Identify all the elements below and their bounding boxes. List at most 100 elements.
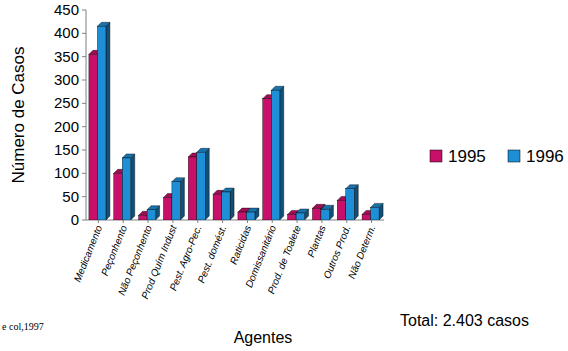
bar-front <box>271 90 280 220</box>
bar-top <box>197 148 210 152</box>
bar <box>346 185 359 220</box>
bar-side <box>354 185 358 220</box>
bar <box>246 208 258 220</box>
bar <box>147 206 160 220</box>
bar <box>197 148 210 220</box>
bar-side <box>131 154 135 220</box>
bar-front <box>222 192 231 220</box>
bars <box>89 22 383 220</box>
x-tick-label: Pest. domést. <box>195 224 228 285</box>
x-tick <box>247 220 248 223</box>
y-tick <box>82 103 86 104</box>
bar-front <box>172 182 181 220</box>
y-tick-label: 200 <box>54 118 79 135</box>
bar-front <box>246 212 255 220</box>
x-tick-label: Plantas <box>305 224 328 259</box>
y-tick <box>82 80 86 81</box>
bar-front <box>312 208 321 220</box>
bar <box>271 86 284 220</box>
y-tick <box>82 220 86 221</box>
y-tick-label: 300 <box>54 71 79 88</box>
bar <box>371 203 384 220</box>
x-tick <box>123 220 124 223</box>
x-tick <box>371 220 372 223</box>
y-tick-label: 250 <box>54 94 79 111</box>
x-tick <box>297 220 298 223</box>
bar-side <box>180 178 184 220</box>
bar-front <box>122 158 131 220</box>
bar-front <box>288 214 297 220</box>
y-tick-label: 0 <box>71 211 79 228</box>
y-tick-label: 450 <box>54 1 79 18</box>
x-tick <box>321 220 322 223</box>
chart: 050100150200250300350400450MedicamentoPe… <box>0 0 568 351</box>
y-tick-label: 150 <box>54 141 79 158</box>
bar-top <box>271 86 284 90</box>
y-tick-label: 50 <box>62 188 79 205</box>
bar-front <box>139 215 148 220</box>
bar-front <box>263 99 272 220</box>
legend-label: 1996 <box>526 147 564 166</box>
legend-label: 1995 <box>448 147 486 166</box>
bar <box>97 22 110 220</box>
bar-front <box>296 213 305 220</box>
y-tick <box>82 173 86 174</box>
x-tick-label: Raticidas <box>228 224 254 266</box>
y-tick-label: 400 <box>54 24 79 41</box>
bar-top <box>172 178 185 182</box>
bar-front <box>371 207 380 220</box>
bar-front <box>188 157 197 220</box>
y-tick <box>82 33 86 34</box>
x-tick-label: Não Determ. <box>346 224 377 281</box>
bar <box>222 188 235 220</box>
bar-front <box>97 26 106 220</box>
bar-side <box>280 86 284 220</box>
x-tick <box>346 220 347 223</box>
bar-front <box>238 212 247 220</box>
bar <box>296 209 309 220</box>
bar-top <box>222 188 235 192</box>
x-tick-label: Prod. de Toalete <box>265 223 303 295</box>
bar-top <box>97 22 110 26</box>
bar-side <box>106 22 110 220</box>
bar-top <box>122 154 135 158</box>
bar-front <box>321 209 330 220</box>
y-tick-label: 100 <box>54 164 79 181</box>
annotation: Total: 2.403 casos <box>400 312 529 329</box>
bar-front <box>197 152 206 220</box>
y-tick <box>82 10 86 11</box>
legend-swatch <box>508 150 520 162</box>
bar <box>172 178 185 220</box>
bar-front <box>89 54 98 220</box>
bar-top <box>246 208 258 212</box>
x-tick <box>272 220 273 223</box>
bar-front <box>362 214 371 220</box>
x-tick <box>222 220 223 223</box>
source: e col,1997 <box>2 321 44 332</box>
y-tick <box>82 56 86 57</box>
bar-front <box>213 194 222 220</box>
x-tick <box>172 220 173 223</box>
bar <box>122 154 135 220</box>
x-tick <box>98 220 99 223</box>
y-tick <box>82 126 86 127</box>
bar-front <box>337 200 346 220</box>
x-tick <box>148 220 149 223</box>
bar-front <box>163 198 172 220</box>
bar-top <box>147 206 160 210</box>
y-tick <box>82 196 86 197</box>
bar-side <box>205 148 209 220</box>
bar-front <box>346 189 355 220</box>
legend: 1995 1996 <box>430 147 564 166</box>
bar-top <box>296 209 309 213</box>
y-axis <box>86 10 87 220</box>
bar-top <box>346 185 359 189</box>
bar-front <box>147 210 156 220</box>
y-tick <box>82 150 86 151</box>
x-axis-label: Agentes <box>234 329 293 346</box>
bar-top <box>371 203 384 207</box>
y-tick-label: 350 <box>54 48 79 65</box>
bar-front <box>114 173 123 220</box>
bar-top <box>321 205 334 209</box>
y-axis-label: Número de Casos <box>9 46 28 183</box>
